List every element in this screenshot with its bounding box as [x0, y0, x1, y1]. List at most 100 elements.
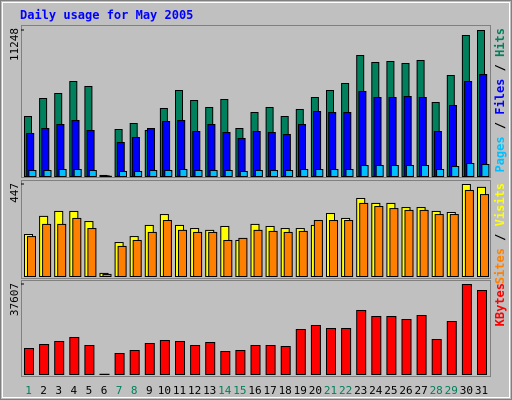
- x-tick-label: 10: [158, 384, 171, 397]
- bar: [43, 170, 52, 178]
- bar: [223, 239, 233, 277]
- bar: [386, 315, 397, 375]
- bar: [194, 170, 203, 178]
- bar: [72, 217, 82, 277]
- bar: [42, 223, 52, 277]
- bar: [280, 345, 291, 375]
- bar: [310, 324, 321, 375]
- x-tick-label: 3: [55, 384, 62, 397]
- bar: [147, 127, 155, 178]
- bar: [175, 340, 185, 375]
- x-tick-label: 28: [430, 384, 443, 397]
- bar: [102, 273, 112, 277]
- bar: [159, 339, 170, 376]
- bar: [480, 194, 489, 277]
- bar: [131, 136, 140, 177]
- bar: [129, 349, 140, 375]
- bar: [404, 209, 414, 278]
- bar: [374, 206, 384, 277]
- bar: [162, 121, 171, 177]
- bar: [179, 169, 188, 178]
- y-tick-label: 447: [8, 183, 21, 203]
- bar: [416, 314, 427, 376]
- bar: [87, 228, 97, 277]
- bar: [373, 97, 382, 177]
- bar: [313, 110, 322, 177]
- bar: [190, 344, 201, 375]
- bar: [464, 80, 473, 177]
- bar: [164, 170, 173, 178]
- legend: Pages / Files / Hits: [493, 28, 507, 173]
- bar: [405, 165, 414, 178]
- bar: [298, 230, 308, 278]
- bar: [239, 171, 248, 178]
- bar: [343, 111, 352, 177]
- bar: [388, 97, 397, 177]
- legend: Sites / Visits: [493, 183, 507, 284]
- bar: [285, 170, 294, 178]
- x-tick-label: 16: [248, 384, 261, 397]
- bar: [270, 170, 278, 178]
- bar: [41, 127, 50, 178]
- y-tick-label: 37607: [8, 283, 21, 316]
- bar: [390, 165, 399, 178]
- bar: [86, 129, 95, 178]
- bar: [419, 209, 429, 278]
- legend-separator: /: [493, 226, 507, 248]
- bar: [345, 169, 354, 178]
- bar: [300, 169, 309, 178]
- legend-entry: Files: [493, 79, 507, 115]
- bar: [315, 169, 324, 178]
- legend-entry: Pages: [493, 136, 507, 172]
- bar: [27, 236, 36, 278]
- bar: [56, 124, 65, 177]
- x-tick-label: 30: [460, 384, 473, 397]
- bar: [298, 124, 306, 177]
- bar: [209, 170, 218, 178]
- bar: [436, 169, 445, 178]
- bar: [418, 97, 427, 177]
- x-tick-label: 18: [279, 384, 292, 397]
- bar: [69, 336, 80, 375]
- bar: [28, 170, 37, 178]
- bar: [253, 229, 263, 278]
- x-tick-label: 19: [294, 384, 307, 397]
- bar: [371, 315, 382, 375]
- bar: [481, 164, 490, 178]
- legend-entry: Sites: [493, 248, 507, 284]
- bar: [147, 231, 157, 278]
- x-tick-label: 7: [116, 384, 123, 397]
- y-tick-label: 11248: [8, 28, 21, 61]
- x-tick-label: 11: [173, 384, 186, 397]
- bar: [449, 104, 457, 177]
- bar: [341, 327, 352, 375]
- x-tick-label: 1: [25, 384, 32, 397]
- x-tick-label: 5: [86, 384, 93, 397]
- bar: [466, 163, 475, 177]
- x-tick-label: 2: [40, 384, 47, 397]
- bar: [73, 169, 82, 178]
- x-tick-label: 24: [369, 384, 383, 397]
- bar: [446, 320, 457, 376]
- bar: [222, 131, 231, 178]
- bar: [205, 341, 216, 376]
- bar: [224, 170, 233, 178]
- x-tick-label: 29: [445, 384, 458, 397]
- bar: [421, 165, 429, 178]
- bar: [71, 120, 80, 178]
- bar: [220, 350, 231, 376]
- bar: [477, 289, 487, 376]
- bar: [208, 231, 218, 278]
- bar: [39, 343, 50, 376]
- bar: [283, 231, 293, 278]
- bar: [330, 169, 339, 178]
- bar: [461, 284, 472, 375]
- bar: [356, 309, 367, 375]
- bar: [254, 170, 263, 178]
- bar: [359, 202, 369, 277]
- bar: [403, 96, 412, 177]
- bar: [235, 349, 246, 375]
- bar: [326, 327, 336, 375]
- bar: [117, 245, 127, 278]
